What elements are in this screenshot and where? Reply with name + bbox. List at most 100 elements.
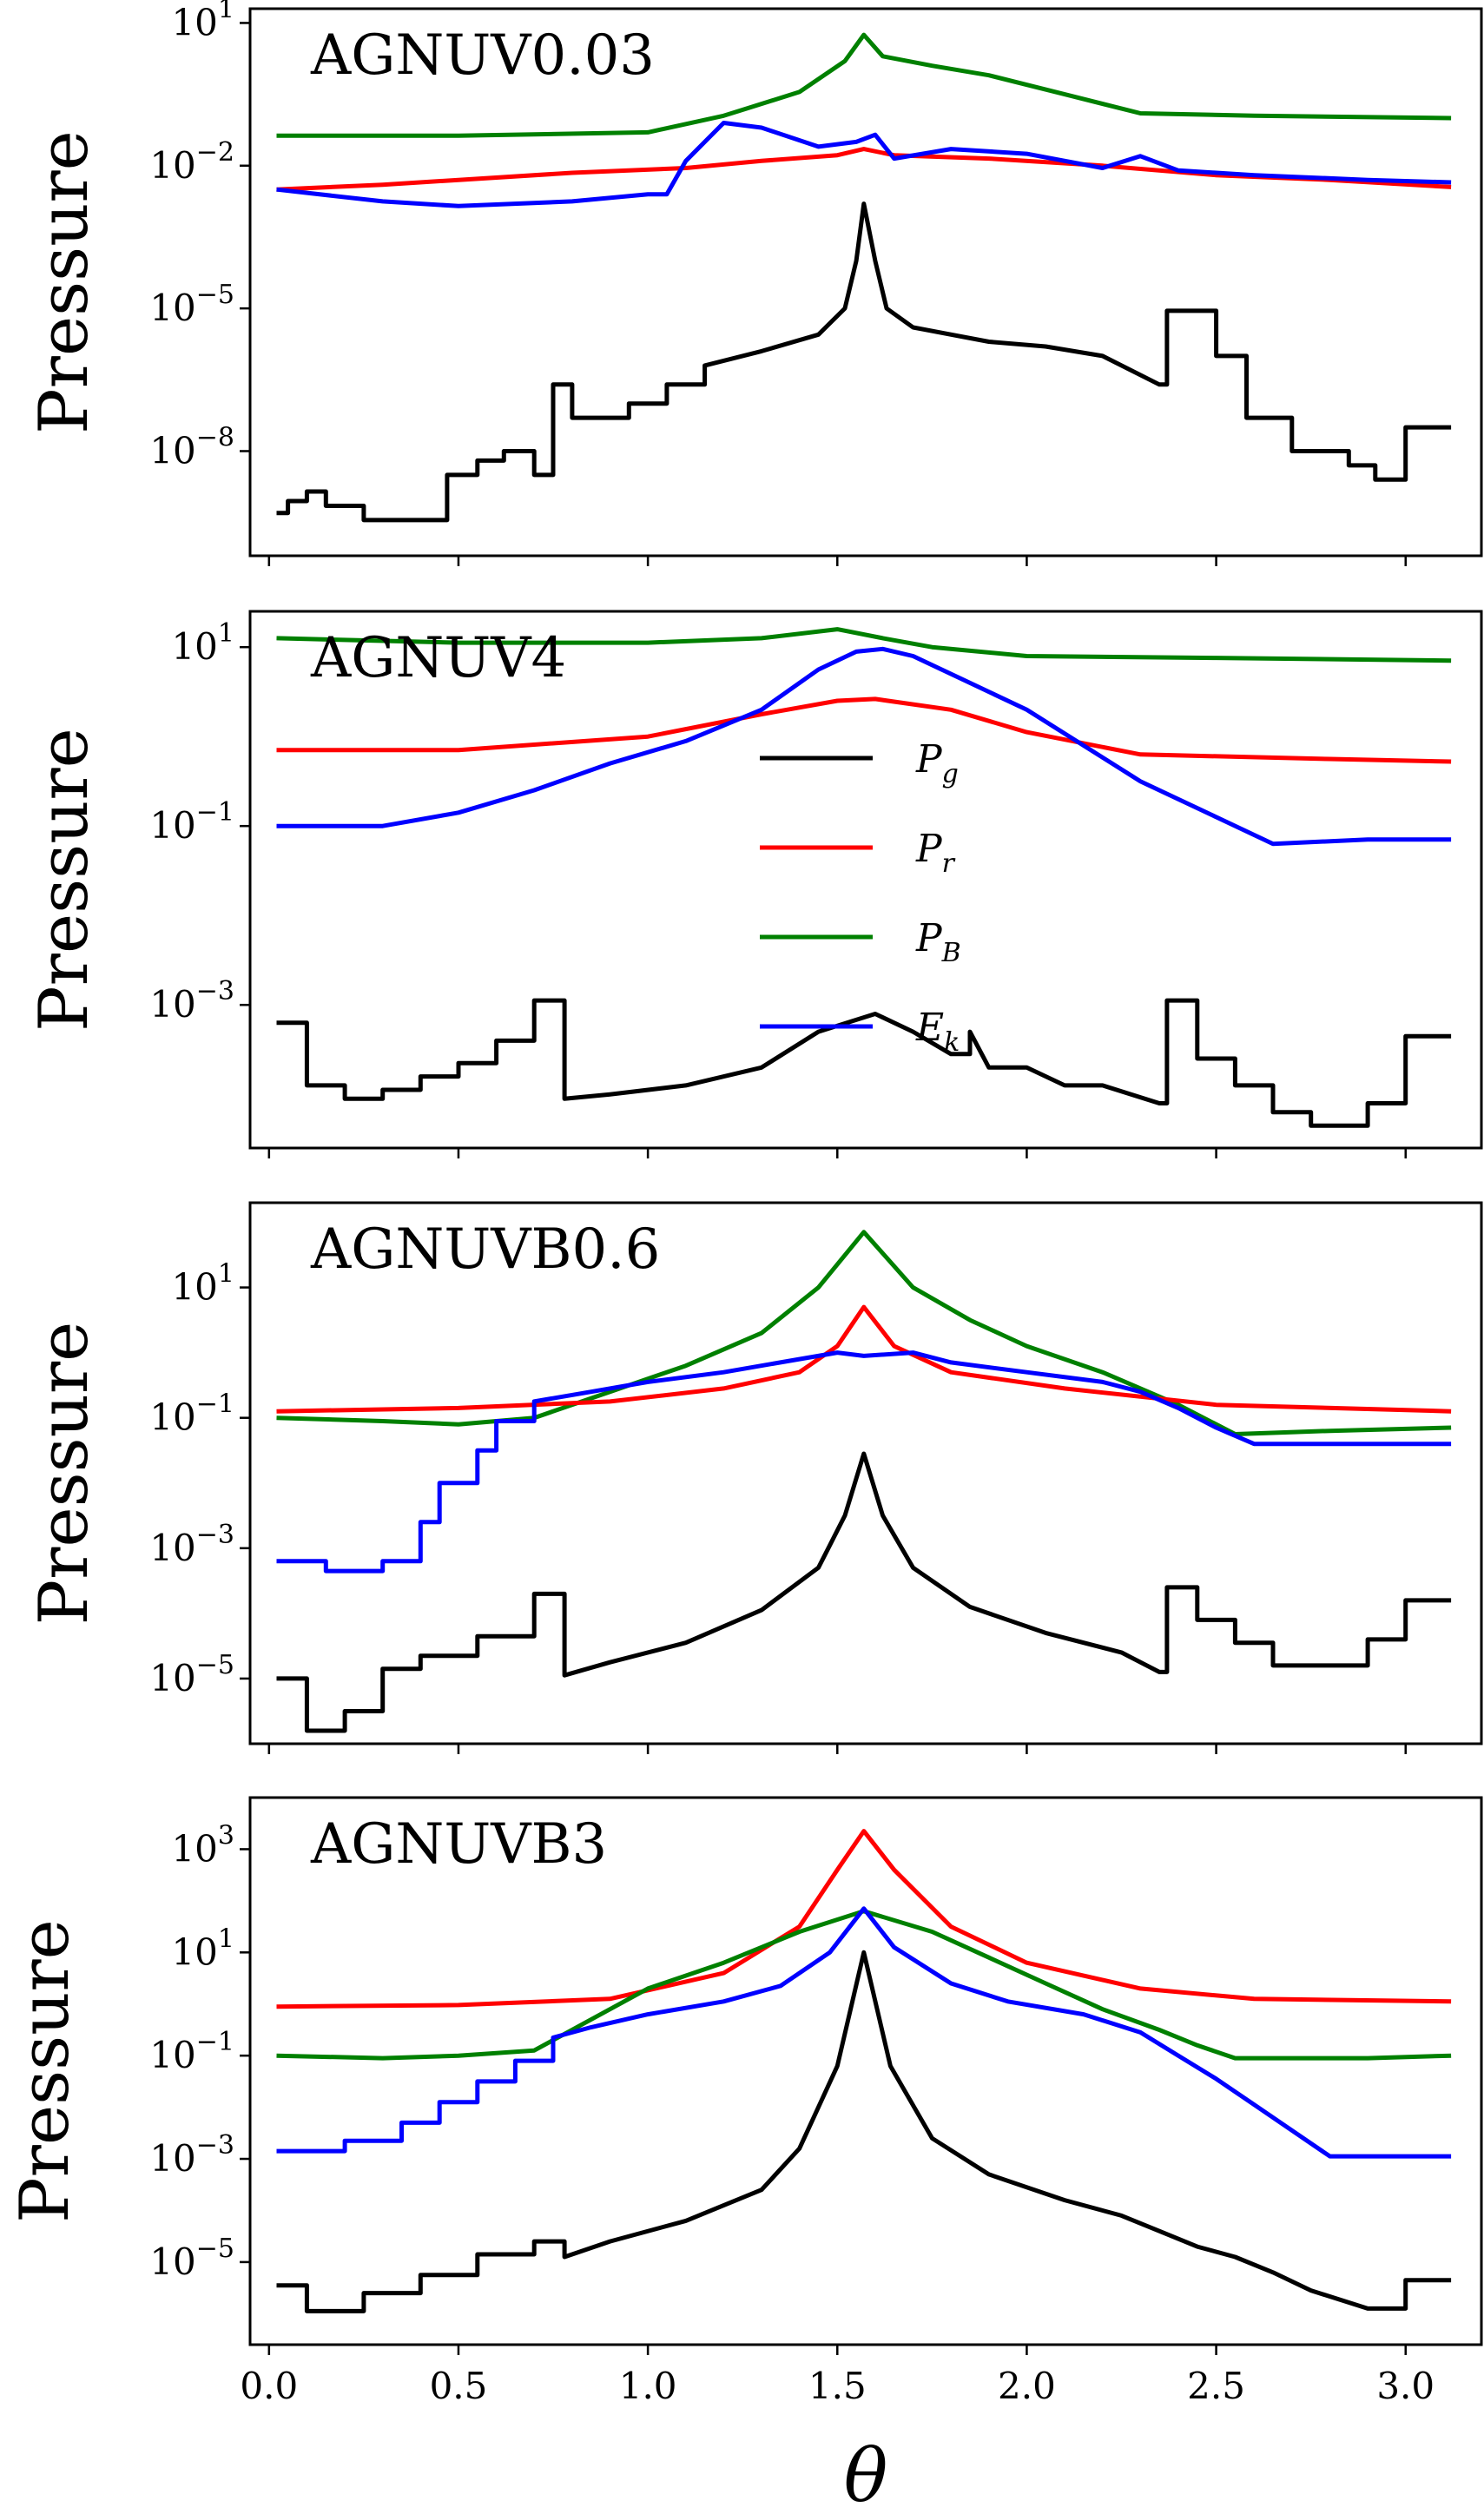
y-tick-label: 10−3: [149, 1520, 234, 1569]
y-tick-exponent: −5: [196, 1650, 234, 1680]
y-tick-label: 10−3: [149, 976, 234, 1026]
y-tick-label: 10−1: [149, 1389, 234, 1439]
legend-label-base: P: [915, 827, 943, 871]
series-line-p-g: [276, 1451, 1452, 1733]
y-tick-label: 10−5: [149, 1650, 234, 1699]
y-axis-label: Pressure: [6, 1919, 84, 2223]
y-tick-base: 10: [149, 2034, 195, 2076]
legend-label-subscript: k: [944, 1027, 960, 1058]
x-axis-label: θ: [844, 2433, 888, 2514]
y-tick-exponent: 1: [218, 618, 234, 649]
series-line-p-r: [276, 696, 1452, 764]
y-tick-exponent: −3: [196, 976, 234, 1006]
series-group: [276, 1829, 1452, 2313]
series-group: [276, 627, 1452, 1128]
y-tick-base: 10: [149, 287, 195, 329]
series-line-p-g: [276, 1950, 1452, 2313]
x-tick-label: 0.5: [430, 2365, 488, 2407]
y-tick-exponent: 1: [218, 1259, 234, 1290]
y-tick-label: 101: [171, 1923, 234, 1973]
y-tick-base: 10: [171, 1266, 217, 1309]
x-tick-label: 3.0: [1376, 2365, 1435, 2407]
legend-label: Pr: [915, 827, 956, 879]
y-tick-label: 10−5: [149, 2234, 234, 2283]
legend-label-subscript: r: [942, 848, 956, 879]
y-tick-exponent: −1: [196, 797, 234, 828]
y-tick-exponent: −1: [196, 1389, 234, 1420]
plot-frame: [248, 1201, 1483, 1745]
legend-label: PB: [915, 916, 961, 968]
y-tick-exponent: −8: [196, 422, 234, 452]
y-tick-exponent: −3: [196, 2130, 234, 2161]
y-tick-base: 10: [149, 1527, 195, 1569]
y-tick-label: 101: [171, 0, 234, 43]
y-tick-exponent: −1: [196, 2027, 234, 2057]
series-group: [276, 32, 1452, 523]
y-tick-exponent: 1: [218, 0, 234, 24]
panel-label: AGNUV0.03: [310, 23, 655, 88]
y-tick-label: 10−5: [149, 280, 234, 329]
y-tick-base: 10: [171, 625, 217, 668]
series-group: [276, 1230, 1452, 1733]
x-tick-label: 0.0: [240, 2365, 298, 2407]
y-axis-label: Pressure: [25, 130, 103, 434]
y-tick-base: 10: [149, 1657, 195, 1699]
legend-label-base: E: [915, 1006, 944, 1050]
y-tick-base: 10: [149, 429, 195, 472]
plot-frame: [248, 610, 1483, 1150]
y-tick-base: 10: [149, 1396, 195, 1439]
panel-label: AGNUVB0.6: [310, 1217, 660, 1282]
series-line-e-k: [276, 646, 1452, 847]
series-line-p-g: [276, 998, 1452, 1128]
plot-frame: [248, 1796, 1483, 2346]
series-line-e-k: [276, 121, 1452, 208]
legend-label: Ek: [915, 1006, 960, 1058]
y-tick-exponent: −5: [196, 280, 234, 310]
legend-label: Pg: [915, 737, 959, 789]
series-line-p-g: [276, 201, 1452, 523]
y-tick-label: 101: [171, 1259, 234, 1309]
y-axis-label: Pressure: [25, 1322, 103, 1626]
series-line-p-r: [276, 1304, 1452, 1414]
y-tick-label: 103: [171, 1820, 234, 1870]
y-tick-exponent: −5: [196, 2234, 234, 2264]
series-line-p-b: [276, 1909, 1452, 2061]
y-tick-label: 101: [171, 618, 234, 668]
legend-label-subscript: B: [941, 938, 961, 968]
y-tick-label: 10−8: [149, 422, 234, 472]
series-line-p-r: [276, 1829, 1452, 2009]
y-tick-label: 10−2: [149, 137, 234, 187]
legend-label-base: P: [915, 916, 943, 960]
y-tick-base: 10: [149, 2240, 195, 2283]
legend-label-base: P: [915, 737, 943, 782]
x-tick-label: 2.5: [1187, 2365, 1245, 2407]
x-tick-label: 1.0: [619, 2365, 677, 2407]
y-tick-base: 10: [149, 2137, 195, 2180]
y-tick-base: 10: [171, 1, 217, 43]
plot-frame: [248, 7, 1483, 558]
y-tick-exponent: −3: [196, 1520, 234, 1550]
y-tick-exponent: 1: [218, 1923, 234, 1954]
series-line-p-r: [276, 147, 1452, 192]
y-tick-base: 10: [149, 983, 195, 1026]
x-tick-label: 1.5: [808, 2365, 867, 2407]
series-line-e-k: [276, 1350, 1452, 1574]
legend-label-subscript: g: [942, 759, 959, 789]
y-tick-base: 10: [171, 1827, 217, 1870]
y-tick-exponent: 3: [218, 1820, 234, 1851]
series-line-p-b: [276, 32, 1452, 138]
series-line-p-b: [276, 627, 1452, 663]
panel-label: AGNUVB3: [310, 1812, 607, 1877]
y-tick-label: 10−1: [149, 2027, 234, 2076]
series-line-e-k: [276, 1906, 1452, 2159]
y-tick-label: 10−1: [149, 797, 234, 847]
x-tick-label: 2.0: [998, 2365, 1056, 2407]
y-tick-base: 10: [149, 144, 195, 187]
y-axis-label: Pressure: [25, 728, 103, 1032]
